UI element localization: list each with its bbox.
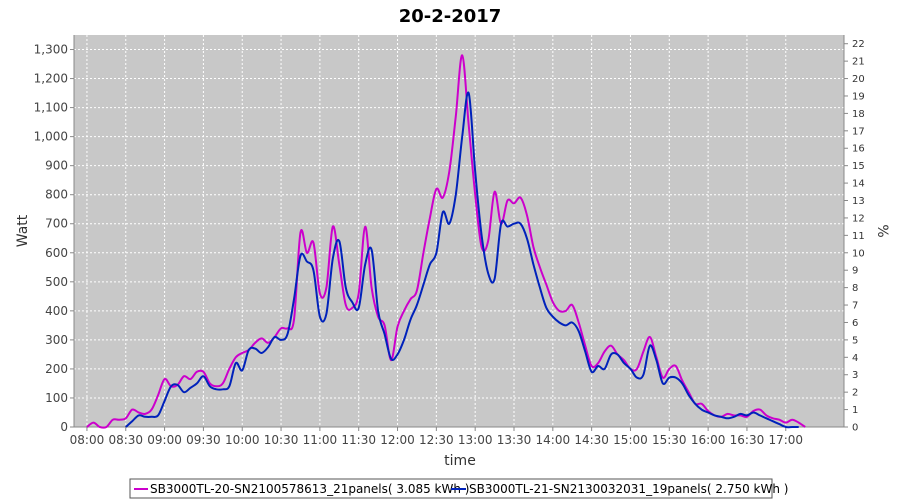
y-axis-title: Watt [15, 214, 31, 247]
y2-tick-label: 16 [852, 144, 865, 155]
y2-tick-label: 17 [852, 126, 865, 137]
series-line-2 [125, 91, 799, 429]
x-tick-label: 13:30 [497, 433, 532, 447]
y2-tick-label: 5 [852, 335, 858, 346]
x-tick-label: 16:00 [691, 433, 726, 447]
chart-title: 20-2-2017 [399, 6, 502, 27]
x-tick-label: 15:30 [652, 433, 687, 447]
y-tick-label: 1,200 [34, 72, 68, 86]
y2-tick-label: 9 [852, 266, 858, 277]
y-tick-label: 700 [45, 217, 68, 231]
y2-tick-label: 21 [852, 57, 865, 68]
x-tick-label: 11:00 [303, 433, 338, 447]
legend-label-series-1: SB3000TL-20-SN2100578613_21panels( 3.085… [150, 482, 469, 496]
series-lines [86, 54, 806, 429]
x-tick-label: 12:30 [419, 433, 454, 447]
y2-tick-label: 11 [852, 231, 865, 242]
x-axis: 08:00 08:30 09:00 09:30 10:00 10:30 11:00 11:30… [70, 426, 844, 447]
y2-tick-label: 18 [852, 109, 865, 120]
y2-tick-label: 3 [852, 370, 858, 381]
y2-tick-label: 22 [852, 39, 865, 50]
x-tick-label: 10:30 [264, 433, 299, 447]
y-tick-label: 1,100 [34, 101, 68, 115]
y2-tick-label: 6 [852, 318, 858, 329]
x-axis-title: time [444, 453, 476, 469]
y2-tick-label: 13 [852, 196, 865, 207]
y-axis-left: 0 100 200 300 400 500 600 700 800 900 1,000 1,100 1,… [34, 35, 75, 434]
x-tick-label: 12:00 [380, 433, 415, 447]
y-tick-label: 800 [45, 188, 68, 202]
x-tick-label: 16:30 [730, 433, 765, 447]
y2-tick-label: 4 [852, 353, 858, 364]
y-tick-label: 500 [45, 275, 68, 289]
legend: SB3000TL-20-SN2100578613_21panels( 3.085… [129, 478, 788, 499]
y2-tick-label: 7 [852, 301, 858, 312]
legend-label-series-2: SB3000TL-21-SN2130032031_19panels( 2.750… [469, 482, 788, 496]
plot-area [74, 35, 844, 427]
x-tick-label: 14:30 [574, 433, 609, 447]
y2-tick-label: 12 [852, 213, 865, 224]
x-tick-label: 08:00 [70, 433, 105, 447]
y2-axis-title: % [874, 224, 890, 237]
y-tick-label: 600 [45, 246, 68, 260]
x-tick-label: 17:00 [768, 433, 803, 447]
x-tick-label: 15:00 [613, 433, 648, 447]
y-tick-label: 100 [45, 391, 68, 405]
y2-tick-label: 1 [852, 405, 858, 416]
y2-tick-label: 15 [852, 161, 865, 172]
y-tick-label: 1,000 [34, 130, 68, 144]
y-tick-label: 1,300 [34, 43, 68, 57]
y-tick-label: 300 [45, 333, 68, 347]
y2-tick-label: 14 [852, 179, 865, 190]
x-tick-label: 13:00 [458, 433, 493, 447]
x-tick-label: 11:30 [341, 433, 376, 447]
x-tick-label: 14:00 [536, 433, 571, 447]
y2-tick-label: 10 [852, 248, 865, 259]
x-tick-label: 09:30 [186, 433, 221, 447]
y2-tick-label: 20 [852, 74, 865, 85]
x-tick-label: 09:00 [147, 433, 182, 447]
y-tick-label: 200 [45, 362, 68, 376]
y-tick-label: 400 [45, 304, 68, 318]
y-tick-label: 900 [45, 159, 68, 173]
y2-tick-label: 2 [852, 388, 858, 399]
y2-tick-label: 8 [852, 283, 858, 294]
x-tick-label: 10:00 [225, 433, 260, 447]
series-line-1 [86, 54, 806, 429]
y2-tick-label: 19 [852, 91, 865, 102]
y-tick-label: 0 [60, 420, 68, 434]
x-tick-label: 08:30 [108, 433, 143, 447]
y2-tick-label: 0 [852, 423, 858, 434]
